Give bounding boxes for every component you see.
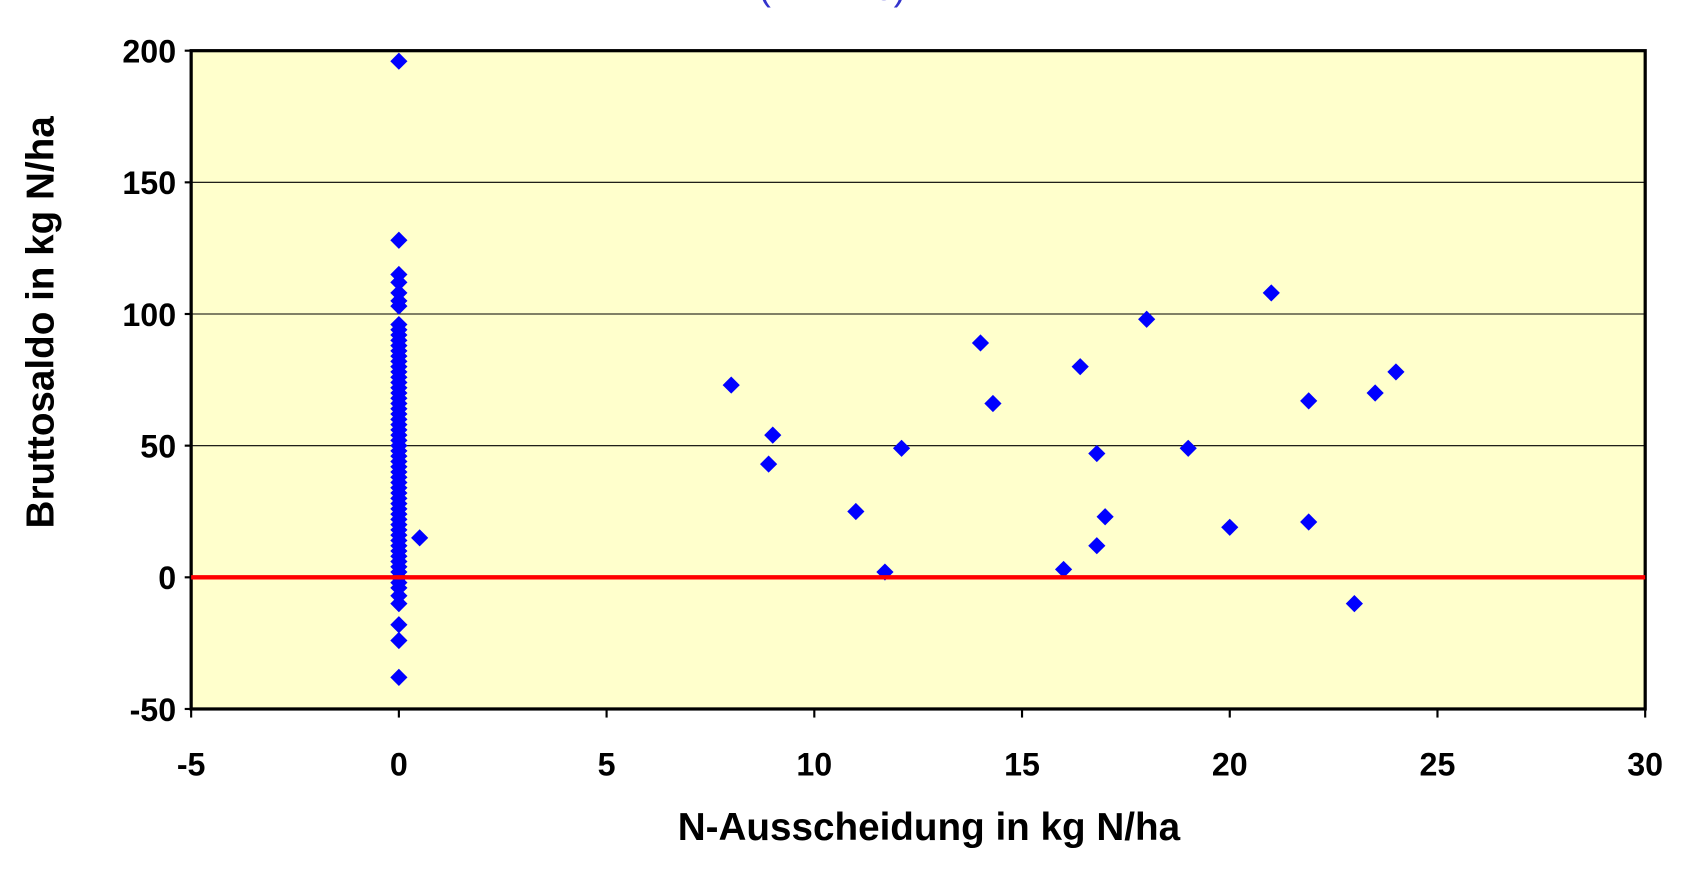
plot-frame: [189, 49, 1647, 711]
y-tick-label: 50: [140, 428, 176, 464]
point: [1088, 444, 1106, 463]
point: [984, 394, 1002, 413]
x-tick-label: 5: [598, 747, 616, 783]
point: [390, 668, 408, 686]
point: [390, 297, 408, 315]
point: [390, 231, 408, 249]
x-tick-label: 20: [1212, 747, 1248, 783]
point: [764, 426, 782, 444]
point: [1221, 518, 1239, 536]
point: [1300, 513, 1318, 531]
y-tick-label: -50: [130, 692, 177, 728]
y-tick-label: 200: [122, 33, 176, 69]
y-axis-title: Bruttosaldo in kg N/ha: [20, 116, 63, 529]
point: [1138, 310, 1156, 328]
plot-area: [191, 50, 1646, 709]
y-tick-label: 150: [122, 165, 176, 201]
x-tick-label: 25: [1420, 747, 1456, 783]
point: [971, 334, 990, 352]
x-tick-label: 0: [390, 747, 408, 783]
x-tick-label: 10: [796, 747, 832, 783]
y-tick-label: 100: [122, 297, 176, 333]
point: [1262, 284, 1280, 302]
chart-subtitle: (n = 226): [759, 0, 906, 8]
x-tick-label: 30: [1627, 747, 1663, 783]
point: [390, 273, 408, 291]
point: [1300, 392, 1318, 410]
point: [760, 455, 778, 473]
x-axis-title: N-Ausscheidung in kg N/ha: [678, 806, 1181, 849]
point: [390, 595, 408, 613]
point: [892, 439, 911, 457]
y-tick-label: 0: [158, 560, 176, 596]
point: [1179, 439, 1197, 457]
point: [722, 376, 740, 394]
point: [1345, 595, 1363, 613]
x-tick-label: -5: [177, 747, 206, 783]
x-tick-label: 15: [1004, 747, 1040, 783]
point: [390, 631, 408, 650]
